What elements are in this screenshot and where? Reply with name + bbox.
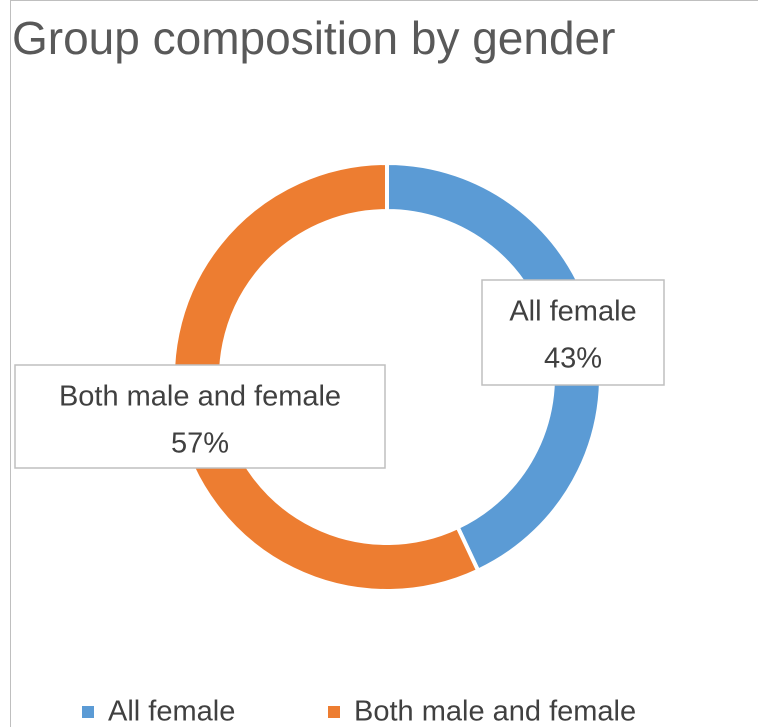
data-label-name: Both male and female [59,381,341,413]
legend-label: Both male and female [354,696,636,727]
donut-slice [385,160,603,574]
data-label-value: 57% [171,428,229,460]
legend-swatch [328,706,340,718]
legend-swatch [82,706,94,718]
legend-label: All female [108,696,235,727]
donut-slice [171,160,481,593]
data-label-value: 43% [544,343,602,375]
data-label-name: All female [509,296,636,328]
data-label-box [481,279,665,386]
data-label-box [14,364,386,469]
chart-title: Group composition by gender [12,12,615,64]
